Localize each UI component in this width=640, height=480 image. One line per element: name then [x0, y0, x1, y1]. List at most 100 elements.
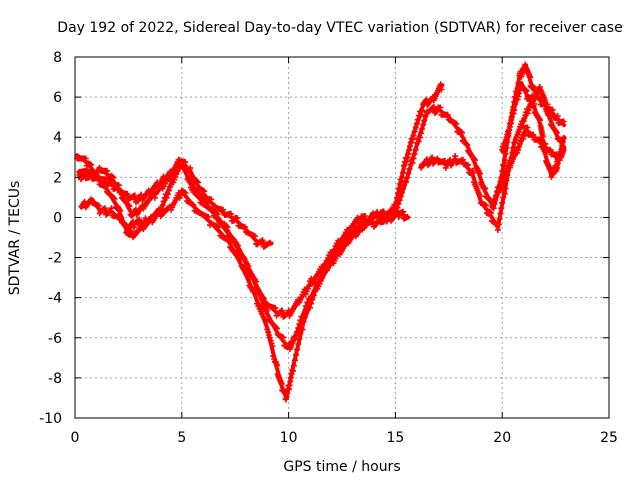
data-point-marker	[253, 278, 260, 285]
data-point-marker	[410, 155, 417, 162]
chart-title: Day 192 of 2022, Sidereal Day-to-day VTE…	[57, 20, 622, 36]
data-point-marker	[117, 214, 124, 221]
data-point-marker	[554, 113, 561, 119]
data-point-marker	[111, 195, 118, 202]
y-tick-label: -10	[39, 411, 62, 427]
data-point-marker	[560, 135, 567, 142]
data-point-marker	[523, 88, 530, 95]
data-point-marker	[235, 242, 241, 249]
data-point-marker	[498, 180, 505, 187]
data-point-marker	[400, 162, 407, 169]
data-point-marker	[296, 335, 303, 342]
data-point-marker	[524, 124, 531, 131]
data-point-marker	[81, 168, 88, 175]
data-point-marker	[414, 116, 421, 123]
data-point-marker	[502, 185, 509, 192]
data-point-marker	[429, 104, 436, 111]
data-point-marker	[245, 263, 252, 269]
data-point-marker	[395, 214, 402, 220]
data-point-marker	[182, 190, 189, 196]
y-tick-label: -2	[48, 251, 62, 267]
data-point-marker	[422, 113, 429, 120]
data-point-marker	[471, 157, 478, 164]
data-point-marker	[404, 154, 411, 161]
data-point-marker	[309, 296, 316, 303]
data-point-marker	[541, 96, 548, 103]
data-point-marker	[135, 217, 141, 224]
data-point-marker	[444, 111, 451, 118]
data-point-marker	[227, 210, 234, 217]
data-point-marker	[293, 332, 300, 339]
data-point-marker	[110, 194, 117, 201]
data-point-marker	[437, 81, 444, 88]
data-point-marker	[362, 213, 369, 219]
data-point-marker	[405, 150, 412, 157]
data-point-marker	[300, 318, 307, 325]
data-point-marker	[116, 188, 123, 194]
data-point-marker	[307, 304, 313, 311]
data-point-marker	[234, 215, 241, 222]
data-point-marker	[402, 178, 408, 185]
data-point-marker	[404, 174, 411, 181]
data-point-marker	[259, 237, 266, 244]
data-point-marker	[117, 207, 124, 214]
data-point-marker	[494, 226, 501, 233]
data-point-marker	[126, 203, 133, 210]
data-point-marker	[399, 185, 406, 192]
data-point-marker	[220, 206, 226, 213]
data-point-marker	[527, 94, 534, 101]
data-point-marker	[107, 208, 114, 215]
data-point-marker	[294, 346, 301, 353]
data-point-marker	[452, 153, 459, 160]
data-point-marker	[405, 170, 412, 177]
data-point-marker	[515, 146, 521, 153]
data-point-marker	[280, 334, 287, 341]
data-point-marker	[395, 201, 402, 207]
y-tick-label: 0	[53, 210, 62, 226]
data-point-marker	[303, 310, 310, 317]
data-point-marker	[400, 169, 407, 176]
data-point-marker	[128, 228, 135, 235]
data-point-marker	[191, 181, 197, 188]
data-point-marker	[101, 205, 108, 212]
data-point-marker	[406, 165, 413, 172]
data-point-marker	[166, 187, 172, 194]
data-point-marker	[272, 305, 279, 312]
data-point-marker	[109, 173, 116, 180]
data-point-marker	[260, 295, 267, 302]
data-point-marker	[289, 368, 296, 375]
data-point-marker	[453, 120, 460, 127]
data-point-marker	[331, 248, 338, 255]
data-point-marker	[151, 215, 158, 222]
data-point-marker	[521, 115, 528, 122]
x-tick-label: 0	[71, 430, 80, 446]
data-point-marker	[305, 283, 312, 290]
data-point-marker	[310, 292, 317, 299]
y-axis-label: SDTVAR / TECUs	[7, 181, 23, 296]
data-point-marker	[351, 228, 358, 235]
data-point-marker	[301, 314, 308, 321]
data-point-marker	[382, 216, 389, 223]
data-point-marker	[511, 107, 518, 114]
data-point-marker	[418, 111, 424, 118]
data-point-marker	[496, 216, 503, 222]
data-point-marker	[183, 167, 190, 174]
data-point-marker	[437, 104, 444, 111]
data-point-marker	[136, 216, 143, 223]
data-point-marker	[477, 170, 483, 177]
data-point-marker	[477, 193, 483, 200]
data-point-marker	[459, 156, 466, 163]
y-tick-label: -6	[48, 331, 62, 347]
data-point-marker	[398, 189, 405, 196]
data-point-marker	[268, 340, 275, 347]
data-point-marker	[205, 214, 212, 220]
data-point-marker	[263, 318, 269, 325]
data-point-marker	[393, 208, 400, 215]
data-point-marker	[547, 113, 553, 119]
y-tick-label: -8	[48, 371, 62, 387]
x-tick-label: 25	[600, 430, 618, 446]
data-point-marker	[520, 136, 527, 142]
data-point-marker	[215, 224, 222, 231]
data-point-marker	[516, 140, 523, 147]
